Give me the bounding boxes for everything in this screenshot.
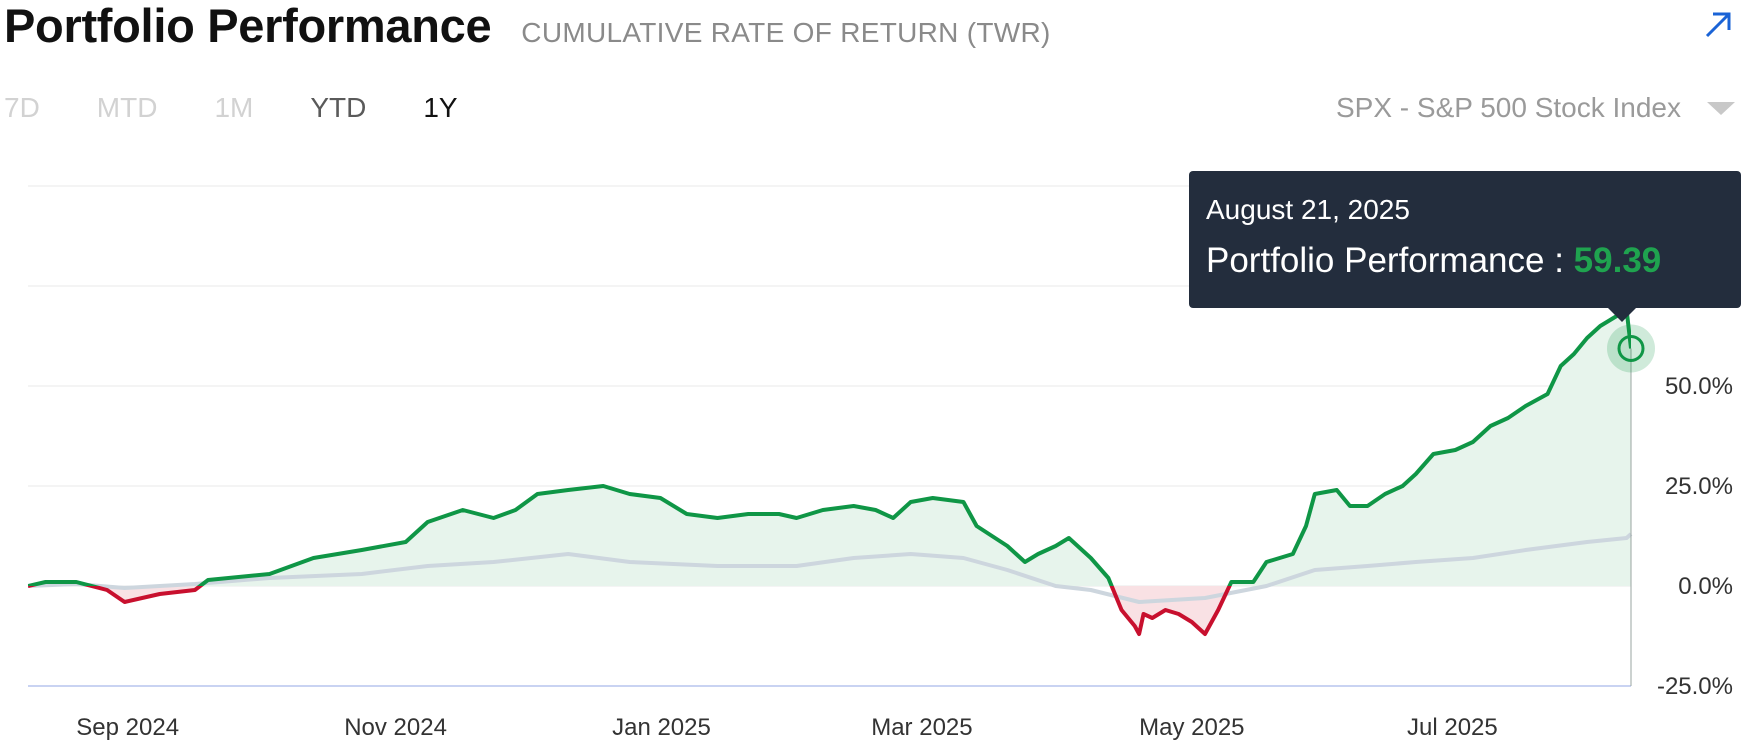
range-mtd[interactable]: MTD — [96, 92, 158, 123]
arrow-up-right-icon[interactable] — [1701, 8, 1735, 42]
y-tick-label: -25.0% — [1657, 673, 1733, 700]
page-title: Portfolio Performance — [4, 0, 492, 52]
range-1y[interactable]: 1Y — [423, 92, 458, 123]
tooltip-series-label: Portfolio Performance : — [1206, 241, 1564, 280]
caret-down-icon — [1707, 102, 1735, 115]
range-selector: 7D MTD 1M YTD 1Y — [4, 88, 515, 128]
range-ytd[interactable]: YTD — [310, 92, 367, 123]
x-tick-label: Mar 2025 — [871, 714, 972, 741]
tooltip-date: August 21, 2025 — [1206, 194, 1410, 225]
header: Portfolio Performance CUMULATIVE RATE OF… — [4, 0, 1051, 52]
range-7d[interactable]: 7D — [4, 92, 40, 123]
x-tick-label: Sep 2024 — [76, 714, 179, 741]
page-subtitle: CUMULATIVE RATE OF RETURN (TWR) — [521, 17, 1051, 48]
benchmark-label: SPX - S&P 500 Stock Index — [1335, 92, 1681, 123]
chart-tooltip: August 21, 2025 Portfolio Performance : … — [1189, 171, 1741, 322]
range-1m[interactable]: 1M — [214, 92, 254, 123]
y-axis: -25.0% 0.0% 25.0% 50.0% — [1657, 373, 1733, 700]
hover-halo — [1607, 324, 1655, 373]
x-tick-label: Jan 2025 — [612, 714, 711, 741]
hover-marker — [1607, 324, 1655, 686]
x-axis: Sep 2024 Nov 2024 Jan 2025 Mar 2025 May 2025… — [76, 714, 1497, 741]
y-tick-label: 0.0% — [1678, 573, 1733, 600]
y-tick-label: 25.0% — [1665, 473, 1733, 500]
area-fills — [28, 310, 1631, 634]
hover-point — [1617, 334, 1645, 362]
x-tick-label: May 2025 — [1139, 714, 1244, 741]
x-tick-label: Jul 2025 — [1407, 714, 1498, 741]
benchmark-select[interactable]: SPX - S&P 500 Stock Index — [1336, 88, 1735, 128]
tooltip-value: 59.39 — [1573, 241, 1662, 280]
tooltip-line: Portfolio Performance : 59.39 — [1206, 239, 1741, 283]
series-lines — [27, 308, 1633, 636]
portfolio-area-positive — [28, 310, 1631, 586]
y-tick-label: 50.0% — [1665, 373, 1733, 400]
portfolio-line-positive — [28, 308, 1631, 586]
benchmark-line — [27, 532, 1633, 604]
x-tick-label: Nov 2024 — [344, 714, 447, 741]
